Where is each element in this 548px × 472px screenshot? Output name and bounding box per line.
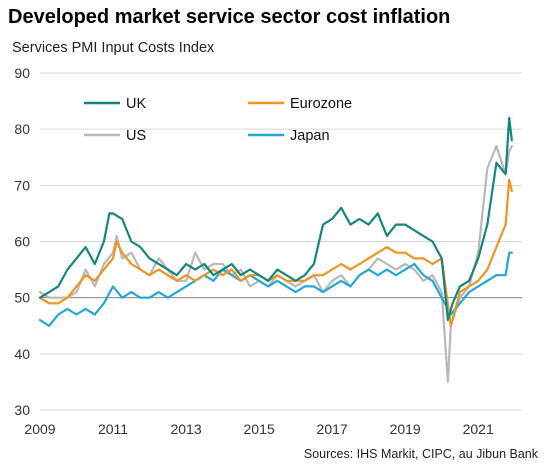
legend-label-japan: Japan bbox=[290, 128, 330, 144]
legend-label-us: US bbox=[126, 128, 146, 144]
x-tick-label-2009: 2009 bbox=[24, 421, 55, 437]
series-line-uk bbox=[38, 116, 513, 322]
series-line-us bbox=[38, 144, 513, 383]
x-tick-label-2013: 2013 bbox=[170, 421, 201, 437]
y-tick-label-80: 80 bbox=[14, 121, 30, 137]
legend: UK Eurozone US Japan bbox=[84, 96, 352, 144]
y-tick-label-90: 90 bbox=[14, 65, 30, 81]
chart-title: Developed market service sector cost inf… bbox=[8, 6, 451, 28]
series-line-japan bbox=[38, 251, 513, 327]
y-tick-label-30: 30 bbox=[14, 402, 30, 418]
chart-subtitle: Services PMI Input Costs Index bbox=[12, 40, 215, 56]
y-tick-label-40: 40 bbox=[14, 346, 30, 362]
x-tick-label-2011: 2011 bbox=[98, 421, 128, 437]
series-line-eurozone bbox=[38, 178, 513, 327]
y-tick-label-50: 50 bbox=[14, 290, 30, 306]
chart-source: Sources: IHS Markit, CIPC, au Jibun Bank bbox=[303, 447, 538, 461]
x-tick-label-2019: 2019 bbox=[390, 421, 421, 437]
x-tick-label-2017: 2017 bbox=[317, 421, 348, 437]
x-tick-label-2021: 2021 bbox=[463, 421, 494, 437]
legend-label-uk: UK bbox=[126, 96, 146, 112]
y-tick-label-70: 70 bbox=[14, 177, 30, 193]
legend-label-eurozone: Eurozone bbox=[290, 96, 352, 112]
x-axis-tick-labels: 2009 2011 2013 2015 2017 2019 2021 bbox=[24, 421, 494, 437]
y-tick-label-60: 60 bbox=[14, 234, 30, 250]
x-tick-label-2015: 2015 bbox=[244, 421, 275, 437]
y-axis-tick-labels: 30 40 50 60 70 80 90 bbox=[14, 65, 30, 418]
series-lines bbox=[38, 116, 513, 383]
